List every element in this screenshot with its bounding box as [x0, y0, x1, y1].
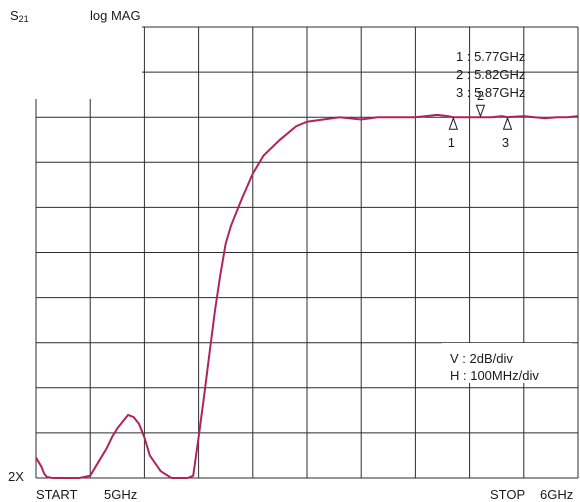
marker-table-entry-3: 3 : 5.87GHz [456, 85, 526, 100]
marker-1-label: 1 [448, 135, 455, 150]
stop-label: STOP [490, 487, 526, 502]
stop-frequency: 6GHz [540, 487, 574, 502]
s-parameter-main: S [10, 8, 19, 23]
marker-2-label: 2 [477, 88, 484, 103]
s-parameter-sub: 21 [18, 14, 29, 24]
marker-table-entry-2: 2 : 5.82GHz [456, 67, 526, 82]
scale-backdrop [442, 343, 572, 383]
format-label: log MAG [90, 8, 141, 23]
reference-level-label: 2X [8, 469, 24, 484]
marker-table-entry-1: 1 : 5.77GHz [456, 49, 526, 64]
marker-table-backdrop [22, 24, 142, 99]
vertical-scale-label: V : 2dB/div [450, 351, 513, 366]
start-frequency: 5GHz [104, 487, 138, 502]
marker-2-triangle [475, 104, 486, 118]
marker-3-label: 3 [502, 135, 509, 150]
start-label: START [36, 487, 78, 502]
markers: 1 2 3 [448, 88, 513, 150]
trace-line [35, 113, 579, 479]
s-parameter-label: S21 [10, 8, 29, 25]
marker-1-triangle [448, 116, 459, 130]
marker-3-triangle [502, 116, 513, 130]
horizontal-scale-label: H : 100MHz/div [450, 368, 539, 383]
